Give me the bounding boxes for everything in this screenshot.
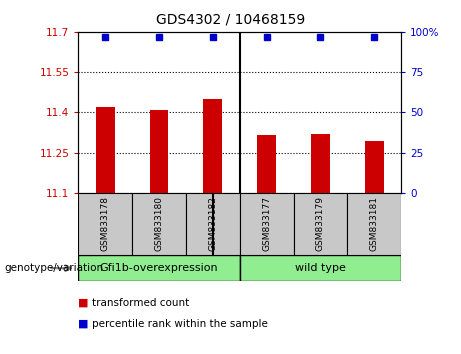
Bar — [78, 193, 132, 255]
Bar — [294, 193, 347, 255]
Text: percentile rank within the sample: percentile rank within the sample — [92, 319, 268, 329]
Text: Gfi1b-overexpression: Gfi1b-overexpression — [100, 263, 219, 273]
Text: GSM833179: GSM833179 — [316, 196, 325, 251]
Bar — [240, 193, 294, 255]
Text: transformed count: transformed count — [92, 298, 189, 308]
Bar — [347, 193, 401, 255]
Text: GDS4302 / 10468159: GDS4302 / 10468159 — [156, 12, 305, 27]
Text: GSM833177: GSM833177 — [262, 196, 271, 251]
Bar — [240, 255, 401, 281]
Text: ■: ■ — [78, 319, 89, 329]
Bar — [150, 110, 168, 193]
Bar — [96, 107, 115, 193]
Text: ■: ■ — [78, 298, 89, 308]
Text: genotype/variation: genotype/variation — [5, 263, 104, 273]
Text: GSM833180: GSM833180 — [154, 196, 164, 251]
Bar — [203, 99, 222, 193]
Bar — [132, 193, 186, 255]
Bar — [78, 255, 240, 281]
Bar — [365, 141, 384, 193]
Text: GSM833182: GSM833182 — [208, 196, 217, 251]
Bar — [186, 193, 240, 255]
Text: wild type: wild type — [295, 263, 346, 273]
Bar — [311, 134, 330, 193]
Bar — [257, 135, 276, 193]
Text: GSM833181: GSM833181 — [370, 196, 378, 251]
Text: GSM833178: GSM833178 — [101, 196, 110, 251]
